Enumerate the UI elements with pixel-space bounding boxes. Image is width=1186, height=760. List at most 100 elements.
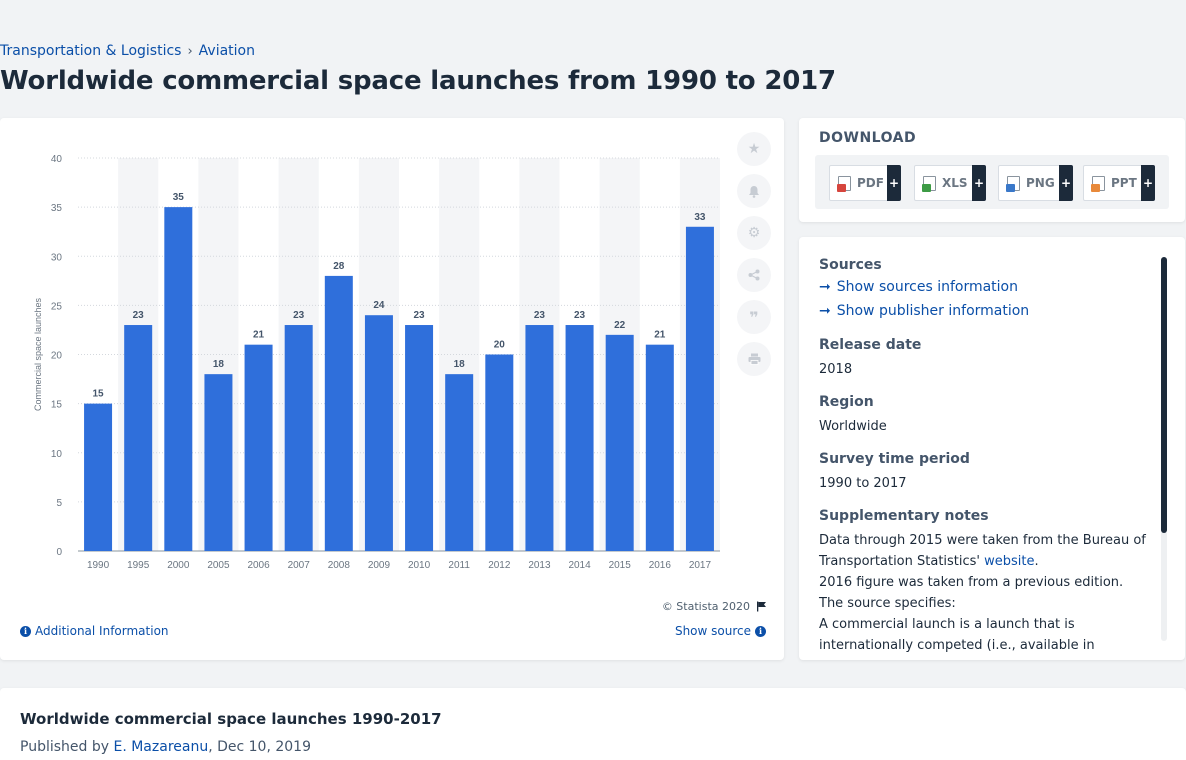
x-tick-label: 2012 bbox=[488, 560, 511, 571]
download-pdf-button[interactable]: PDF + bbox=[829, 165, 901, 201]
author-link[interactable]: E. Mazareanu bbox=[113, 739, 209, 755]
sources-label: Sources bbox=[819, 257, 882, 273]
show-source-label: Show source bbox=[674, 624, 751, 638]
pdf-file-icon bbox=[837, 175, 851, 192]
publication-date: , Dec 10, 2019 bbox=[208, 739, 311, 755]
bell-icon[interactable] bbox=[737, 174, 771, 208]
bar bbox=[605, 334, 634, 551]
y-tick-label: 5 bbox=[56, 498, 62, 509]
bar-value-label: 28 bbox=[333, 261, 345, 272]
download-pdf-label: PDF bbox=[857, 176, 884, 190]
bar-value-label: 18 bbox=[454, 359, 466, 370]
ppt-file-icon bbox=[1091, 175, 1105, 192]
show-sources-label: Show sources information bbox=[836, 279, 1018, 295]
notes-line-2: 2016 figure was taken from a previous ed… bbox=[819, 575, 1124, 590]
page-title: Worldwide commercial space launches from… bbox=[0, 66, 836, 96]
copyright-text: © Statista 2020 bbox=[661, 600, 750, 613]
bar bbox=[445, 374, 474, 551]
show-sources-link[interactable]: ➞ Show sources information bbox=[819, 275, 1149, 299]
x-tick-label: 2008 bbox=[328, 560, 351, 571]
xls-file-icon bbox=[922, 175, 936, 192]
bar-value-label: 21 bbox=[654, 330, 666, 341]
xls-badge bbox=[922, 183, 931, 192]
additional-information-link[interactable]: i Additional Information bbox=[20, 624, 169, 638]
bar-value-label: 23 bbox=[574, 310, 586, 321]
plus-icon: + bbox=[1059, 165, 1073, 201]
png-file-icon bbox=[1006, 175, 1020, 192]
download-xls-label: XLS bbox=[942, 176, 968, 190]
x-tick-label: 1995 bbox=[127, 560, 150, 571]
share-icon[interactable] bbox=[737, 258, 771, 292]
scrollbar-thumb[interactable] bbox=[1161, 257, 1167, 533]
bar bbox=[685, 226, 714, 551]
download-png-button[interactable]: PNG + bbox=[998, 165, 1073, 201]
download-xls-button[interactable]: XLS + bbox=[914, 165, 986, 201]
show-publisher-label: Show publisher information bbox=[836, 303, 1030, 319]
statistic-info: Sources ➞ Show sources information ➞ Sho… bbox=[819, 257, 1149, 660]
breadcrumb: Transportation & Logistics › Aviation bbox=[0, 43, 255, 59]
y-tick-label: 10 bbox=[51, 449, 63, 460]
bar-chart: 0 5 10 15 20 25 30 35 40 15 1990 23 1995 35 2000 18 2005… bbox=[33, 154, 720, 571]
x-tick-label: 2005 bbox=[207, 560, 230, 571]
gear-icon[interactable]: ⚙ bbox=[737, 216, 771, 250]
chart-card: 0 5 10 15 20 25 30 35 40 15 1990 23 1995 35 2000 18 2005… bbox=[0, 118, 784, 660]
arrow-right-icon: ➞ bbox=[819, 303, 831, 319]
breadcrumb-item-transportation[interactable]: Transportation & Logistics bbox=[0, 43, 182, 59]
bar bbox=[485, 354, 514, 551]
download-heading: DOWNLOAD bbox=[819, 130, 917, 146]
publication-card: Worldwide commercial space launches 1990… bbox=[0, 688, 1186, 760]
survey-period-section: Survey time period 1990 to 2017 bbox=[819, 451, 1149, 494]
bar-value-label: 20 bbox=[494, 340, 506, 351]
bar bbox=[84, 403, 113, 551]
breadcrumb-item-aviation[interactable]: Aviation bbox=[198, 43, 255, 59]
bar bbox=[645, 344, 674, 551]
bar bbox=[324, 275, 353, 551]
bar bbox=[565, 325, 594, 551]
bar-value-label: 23 bbox=[293, 310, 305, 321]
print-icon[interactable] bbox=[737, 342, 771, 376]
website-link[interactable]: website bbox=[984, 554, 1035, 569]
release-date-section: Release date 2018 bbox=[819, 337, 1149, 380]
info-icon: i bbox=[755, 625, 766, 637]
x-tick-label: 2006 bbox=[247, 560, 270, 571]
additional-information-label: Additional Information bbox=[35, 624, 169, 638]
bar bbox=[284, 325, 313, 551]
x-tick-label: 2013 bbox=[528, 560, 551, 571]
plus-icon: + bbox=[1141, 165, 1155, 201]
x-tick-label: 2016 bbox=[649, 560, 672, 571]
bar-value-label: 18 bbox=[213, 359, 225, 370]
quote-icon[interactable]: ❞ bbox=[737, 300, 771, 334]
statistic-info-card: Sources ➞ Show sources information ➞ Sho… bbox=[799, 237, 1185, 660]
plus-icon: + bbox=[887, 165, 901, 201]
notes-label: Supplementary notes bbox=[819, 508, 989, 524]
notes-line-1: Data through 2015 were taken from the Bu… bbox=[819, 533, 1146, 569]
download-ppt-button[interactable]: PPT + bbox=[1083, 165, 1155, 201]
pdf-badge bbox=[837, 183, 846, 192]
breadcrumb-separator: › bbox=[187, 43, 193, 59]
published-by-label: Published by bbox=[20, 739, 110, 755]
bar-value-label: 15 bbox=[93, 389, 105, 400]
bar-value-label: 23 bbox=[133, 310, 145, 321]
notes-line-1-end: . bbox=[1034, 554, 1039, 569]
bar bbox=[164, 207, 193, 551]
x-tick-label: 2015 bbox=[609, 560, 632, 571]
top-bar bbox=[0, 0, 1186, 40]
flag-icon[interactable] bbox=[756, 601, 767, 612]
y-tick-label: 35 bbox=[51, 203, 63, 214]
bar bbox=[525, 325, 554, 551]
y-tick-label: 0 bbox=[56, 547, 62, 558]
release-date-value: 2018 bbox=[819, 362, 853, 377]
show-source-link[interactable]: Show source i bbox=[675, 624, 766, 638]
notes-line-3: The source specifies: bbox=[819, 596, 956, 611]
x-tick-label: 2014 bbox=[568, 560, 591, 571]
show-publisher-link[interactable]: ➞ Show publisher information bbox=[819, 299, 1149, 323]
y-tick-label: 40 bbox=[51, 154, 63, 165]
star-icon[interactable]: ★ bbox=[737, 132, 771, 166]
x-tick-label: 2009 bbox=[368, 560, 391, 571]
download-ppt-label: PPT bbox=[1111, 176, 1137, 190]
bar bbox=[405, 325, 434, 551]
bar-value-label: 24 bbox=[373, 300, 385, 311]
bar bbox=[124, 325, 153, 551]
bar-value-label: 22 bbox=[614, 320, 626, 331]
bar bbox=[204, 374, 233, 551]
